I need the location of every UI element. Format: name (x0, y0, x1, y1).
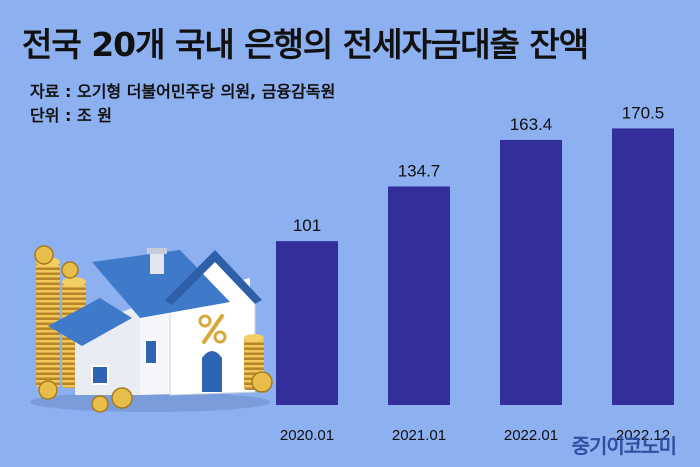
unit-note: 단위 : 조 원 (30, 106, 112, 125)
bar-2022.12 (612, 128, 674, 405)
chart-title: 전국 20개 국내 은행의 전세자금대출 잔액 (22, 25, 589, 64)
value-label-2022.01: 163.4 (510, 115, 553, 134)
value-label-2021.01: 134.7 (398, 161, 441, 180)
percent-sign-icon (198, 314, 227, 344)
house-illustration (30, 245, 273, 413)
bar-2022.01 (500, 139, 562, 405)
x-tick-label-2022.12: 2022.12 (616, 427, 670, 444)
coin-stack-right-icon (38, 334, 273, 413)
publisher-watermark: 중기이코노미 (571, 434, 677, 458)
x-tick-label-2020.01: 2020.01 (280, 427, 334, 444)
value-label-2020.01: 101 (293, 216, 321, 235)
bar-2021.01 (388, 186, 450, 405)
bar-2020.01 (276, 241, 338, 405)
value-label-2022.12: 170.5 (622, 103, 665, 122)
x-tick-label-2021.01: 2021.01 (392, 427, 446, 444)
bars-layer: 101 2020.01 134.7 2021.01 163.4 2022.01 170.5 2… (276, 103, 674, 444)
x-tick-label-2022.01: 2022.01 (504, 427, 558, 444)
source-note: 자료 : 오기형 더불어민주당 의원, 금융감독원 (30, 82, 336, 101)
